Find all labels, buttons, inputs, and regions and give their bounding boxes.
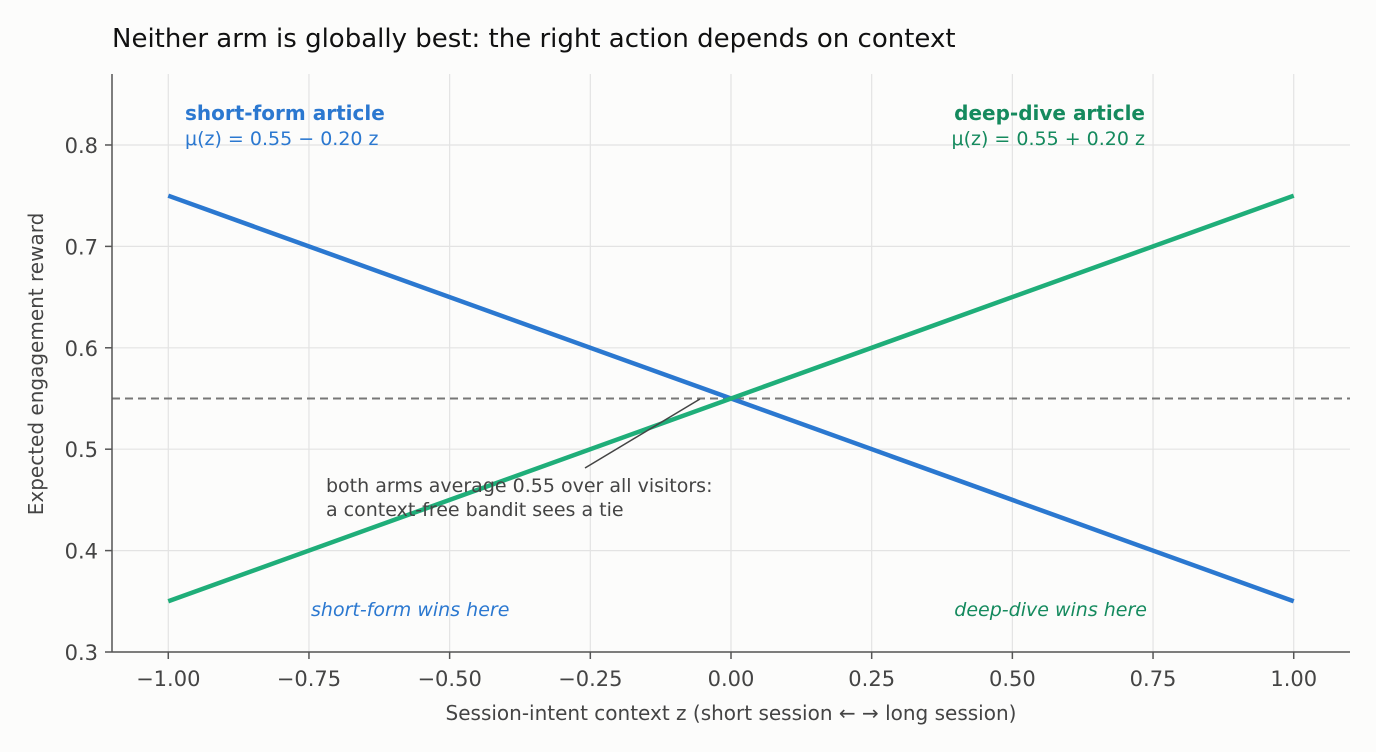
x-tick-label: −1.00 [136,667,200,691]
y-tick-labels: 0.3 0.4 0.5 0.6 0.7 0.8 [65,134,98,665]
y-tick-label: 0.4 [65,540,98,564]
y-tick-label: 0.7 [65,235,98,259]
short-form-name: short-form article [185,101,385,125]
axes [105,74,1350,659]
x-tick-label: −0.75 [277,667,341,691]
grid [112,74,1350,653]
deep-dive-wins-note: deep-dive wins here [954,599,1147,621]
y-tick-label: 0.3 [65,641,98,665]
annotation-arrow [584,398,701,469]
x-tick-label: −0.50 [417,667,481,691]
series-line-deep-dive-article [167,193,1295,604]
y-tick-label: 0.8 [65,134,98,158]
x-tick-label: 0.00 [708,667,755,691]
tie-note-line-1: both arms average 0.55 over all visitors… [326,475,713,497]
x-tick-label: 0.25 [848,667,895,691]
chart-title: Neither arm is globally best: the right … [112,24,956,54]
y-axis-label: Expected engagement reward [24,213,48,516]
deep-dive-formula: μ(z) = 0.55 + 0.20 z [951,128,1145,150]
x-tick-label: 0.75 [1130,667,1177,691]
deep-dive-name: deep-dive article [954,101,1145,125]
x-tick-label: 0.50 [989,667,1036,691]
x-axis-label: Session-intent context z (short session … [446,701,1017,725]
short-form-wins-note: short-form wins here [311,599,509,621]
y-tick-label: 0.5 [65,438,98,462]
x-tick-label: 1.00 [1270,667,1317,691]
tie-note-line-2: a context-free bandit sees a tie [326,499,624,521]
series-lines [167,193,1295,604]
x-tick-labels: −1.00 −0.75 −0.50 −0.25 0.00 0.25 0.50 0.75 1.00 [136,667,1317,691]
short-form-formula: μ(z) = 0.55 − 0.20 z [185,128,379,150]
y-tick-label: 0.6 [65,337,98,361]
x-tick-label: −0.25 [558,667,622,691]
